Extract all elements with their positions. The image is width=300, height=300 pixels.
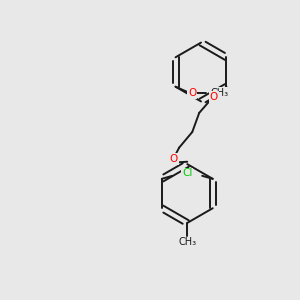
Text: O: O [169, 154, 178, 164]
Text: CH₃: CH₃ [178, 237, 196, 248]
Text: O: O [188, 88, 196, 98]
Text: Cl: Cl [182, 168, 193, 178]
Text: Cl: Cl [182, 168, 192, 178]
Text: CH₃: CH₃ [210, 88, 228, 98]
Text: O: O [210, 92, 218, 102]
